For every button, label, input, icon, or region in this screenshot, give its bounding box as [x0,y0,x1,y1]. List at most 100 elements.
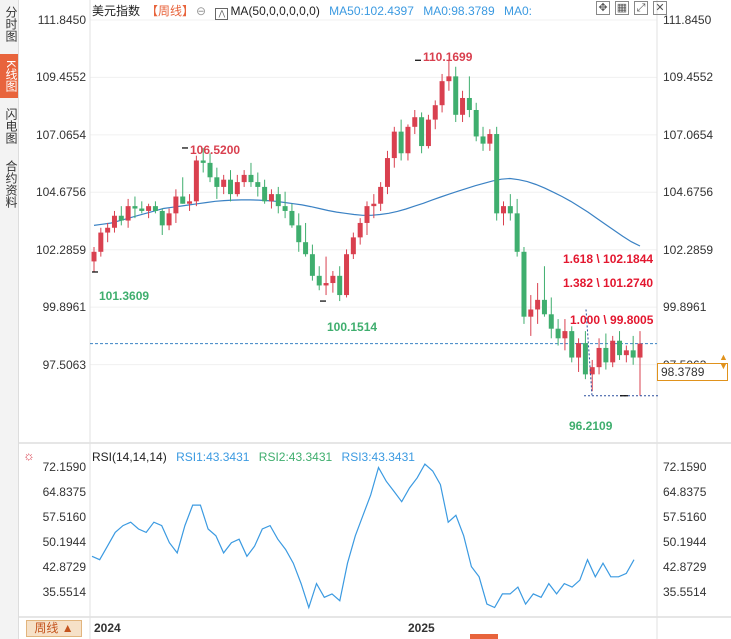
candle-body [384,158,390,187]
rsi-tick-left: 50.1944 [42,535,86,549]
price-tick-right: 109.4552 [663,70,714,85]
candle-body [439,81,445,106]
candle-body [105,227,111,233]
candle-body [555,328,561,339]
rsi-tick-left: 72.1590 [42,460,86,474]
sidebar-tab-contract-info[interactable]: 合约资料 [4,160,18,208]
candle-body [200,160,206,163]
candle-body [562,331,568,339]
candle-body [268,194,274,202]
candle-body [139,208,145,211]
candle-body [610,340,616,363]
annotation-high-110: 110.1699 [423,50,473,64]
candle-body [617,340,623,356]
annotation-low-101: 101.3609 [99,289,150,303]
candle-body [487,134,493,144]
period-toggle-icon[interactable]: ⊖ [196,4,207,18]
candle-body [187,201,193,204]
price-tick-right: 104.6756 [663,185,714,200]
candle-body [603,347,609,363]
candle-body [596,347,602,368]
indicator-icon[interactable]: ⋀ [215,8,229,20]
candle-body [398,131,404,154]
candle-body [576,343,582,358]
candle-body [241,174,247,183]
price-tick-right: 102.2859 [663,242,714,257]
rsi-settings-icon[interactable]: ☼ [23,448,35,463]
candle-body [405,126,411,154]
candle-body [364,206,370,223]
rsi-tick-right: 50.1944 [663,535,707,549]
rsi-tick-right: 64.8375 [663,484,707,499]
candle-body [623,350,629,356]
period-label[interactable]: 【周线】 [146,4,195,18]
candle-body [91,251,97,262]
candle-body [630,350,636,358]
rsi-label: RSI(14,14,14) [92,450,167,464]
rsi-tick-left: 42.8729 [42,560,86,574]
rsi-header: RSI(14,14,14) RSI1:43.3431 RSI2:43.3431 … [92,450,421,464]
price-header: 美元指数 【周线】 ⊖ ⋀ MA(50,0,0,0,0,0) MA50:102.439… [92,2,538,20]
rsi-tick-right: 72.1590 [663,460,707,474]
bottom-tag-marker [470,634,498,639]
candle-body [453,76,459,115]
candle-body [180,196,186,204]
period-select-button[interactable]: 周线 ▲ [26,620,82,637]
ma0b-value: MA0: [503,4,532,18]
rsi1-value: RSI1:43.3431 [176,450,250,464]
candle-body [378,186,384,204]
close-icon[interactable]: ✕ [653,1,667,15]
rsi3-value: RSI3:43.3431 [341,450,415,464]
candle-body [535,299,541,310]
candle-body [255,182,261,187]
expand-icon[interactable]: ⤢ [634,1,648,15]
candle-body [344,254,350,296]
move-icon[interactable]: ✥ [596,1,610,15]
candle-body [541,299,547,315]
rsi-tick-left: 57.5160 [42,509,86,524]
price-tick-left: 99.8961 [42,300,86,315]
candle-body [637,343,643,358]
symbol-name: 美元指数 [92,4,141,18]
candle-body [173,196,179,214]
candle-body [569,331,575,358]
fib-level-1000: 1.000 \ 99.8005 [570,313,654,327]
rsi-tick-left: 64.8375 [42,484,86,499]
candle-body [330,275,336,284]
candle-body [262,186,268,202]
candle-body [248,174,254,183]
price-tick-left: 107.0654 [35,127,86,142]
candle-body [391,131,397,159]
candle-body [371,203,377,207]
fib-level-1382: 1.382 \ 101.2740 [563,276,654,290]
ma-label: MA(50,0,0,0,0,0) [230,4,320,18]
price-tick-right: 99.8961 [663,300,707,315]
candle-body [234,182,240,195]
candle-body [514,213,520,252]
sidebar: 分时图 K线图 闪电图 合约资料 [0,0,19,639]
sidebar-tab-timeshare[interactable]: 分时图 [4,6,18,42]
rsi-tick-right: 35.5514 [663,585,707,599]
candle-body [207,162,213,178]
candle-body [432,105,438,120]
candle-body [412,117,418,127]
candle-body [446,76,452,82]
sidebar-tab-lightning[interactable]: 闪电图 [4,108,18,144]
rsi-tick-left: 35.5514 [42,585,86,599]
candle-body [460,97,466,115]
sidebar-tab-kline[interactable]: K线图 [0,54,18,98]
grid-icon[interactable]: ▦ [615,1,629,15]
candle-body [111,215,117,228]
rsi2-value: RSI2:43.3431 [258,450,333,464]
fib-connector [585,309,593,396]
candle-body [357,222,363,238]
price-tick-left: 111.8450 [37,13,86,27]
candle-body [275,194,281,207]
annotation-low-100: 100.1514 [327,320,378,334]
candle-body [193,160,199,202]
candle-body [146,206,152,211]
rsi1-line [91,463,635,610]
candle-body [309,254,315,276]
